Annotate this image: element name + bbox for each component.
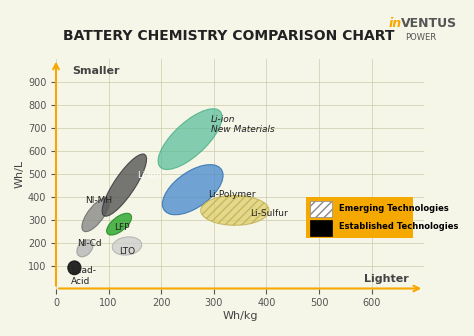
Ellipse shape	[163, 165, 223, 215]
Text: Li-Ion: Li-Ion	[137, 171, 162, 180]
FancyBboxPatch shape	[310, 201, 332, 217]
Text: Established Technologies: Established Technologies	[339, 222, 459, 231]
Text: Smaller: Smaller	[72, 66, 119, 76]
FancyBboxPatch shape	[306, 197, 413, 238]
Ellipse shape	[82, 198, 109, 232]
Text: in: in	[389, 17, 402, 30]
Text: Li-Sulfur: Li-Sulfur	[251, 209, 288, 218]
Text: POWER: POWER	[405, 33, 437, 42]
Ellipse shape	[77, 240, 93, 257]
Text: BATTERY CHEMISTRY COMPARISON CHART: BATTERY CHEMISTRY COMPARISON CHART	[64, 29, 395, 43]
Ellipse shape	[201, 196, 269, 225]
Text: Lead-
Acid: Lead- Acid	[71, 266, 96, 286]
Text: Li-ion
New Materials: Li-ion New Materials	[211, 115, 275, 134]
X-axis label: Wh/kg: Wh/kg	[222, 311, 258, 321]
Text: NI-Cd: NI-Cd	[77, 239, 101, 248]
Text: Emerging Technologies: Emerging Technologies	[339, 204, 449, 213]
FancyBboxPatch shape	[310, 219, 332, 236]
Text: Li-Polymer: Li-Polymer	[209, 190, 256, 199]
Text: VENTUS: VENTUS	[401, 17, 456, 30]
Text: Lighter: Lighter	[364, 274, 408, 284]
Ellipse shape	[112, 237, 142, 255]
Ellipse shape	[102, 154, 146, 216]
Ellipse shape	[68, 261, 81, 275]
Ellipse shape	[158, 109, 222, 170]
Text: LTO: LTO	[119, 247, 135, 256]
Ellipse shape	[107, 213, 132, 235]
Y-axis label: Wh/L: Wh/L	[15, 160, 25, 188]
Text: LFP: LFP	[114, 223, 129, 232]
Text: NI-MH: NI-MH	[85, 196, 112, 205]
